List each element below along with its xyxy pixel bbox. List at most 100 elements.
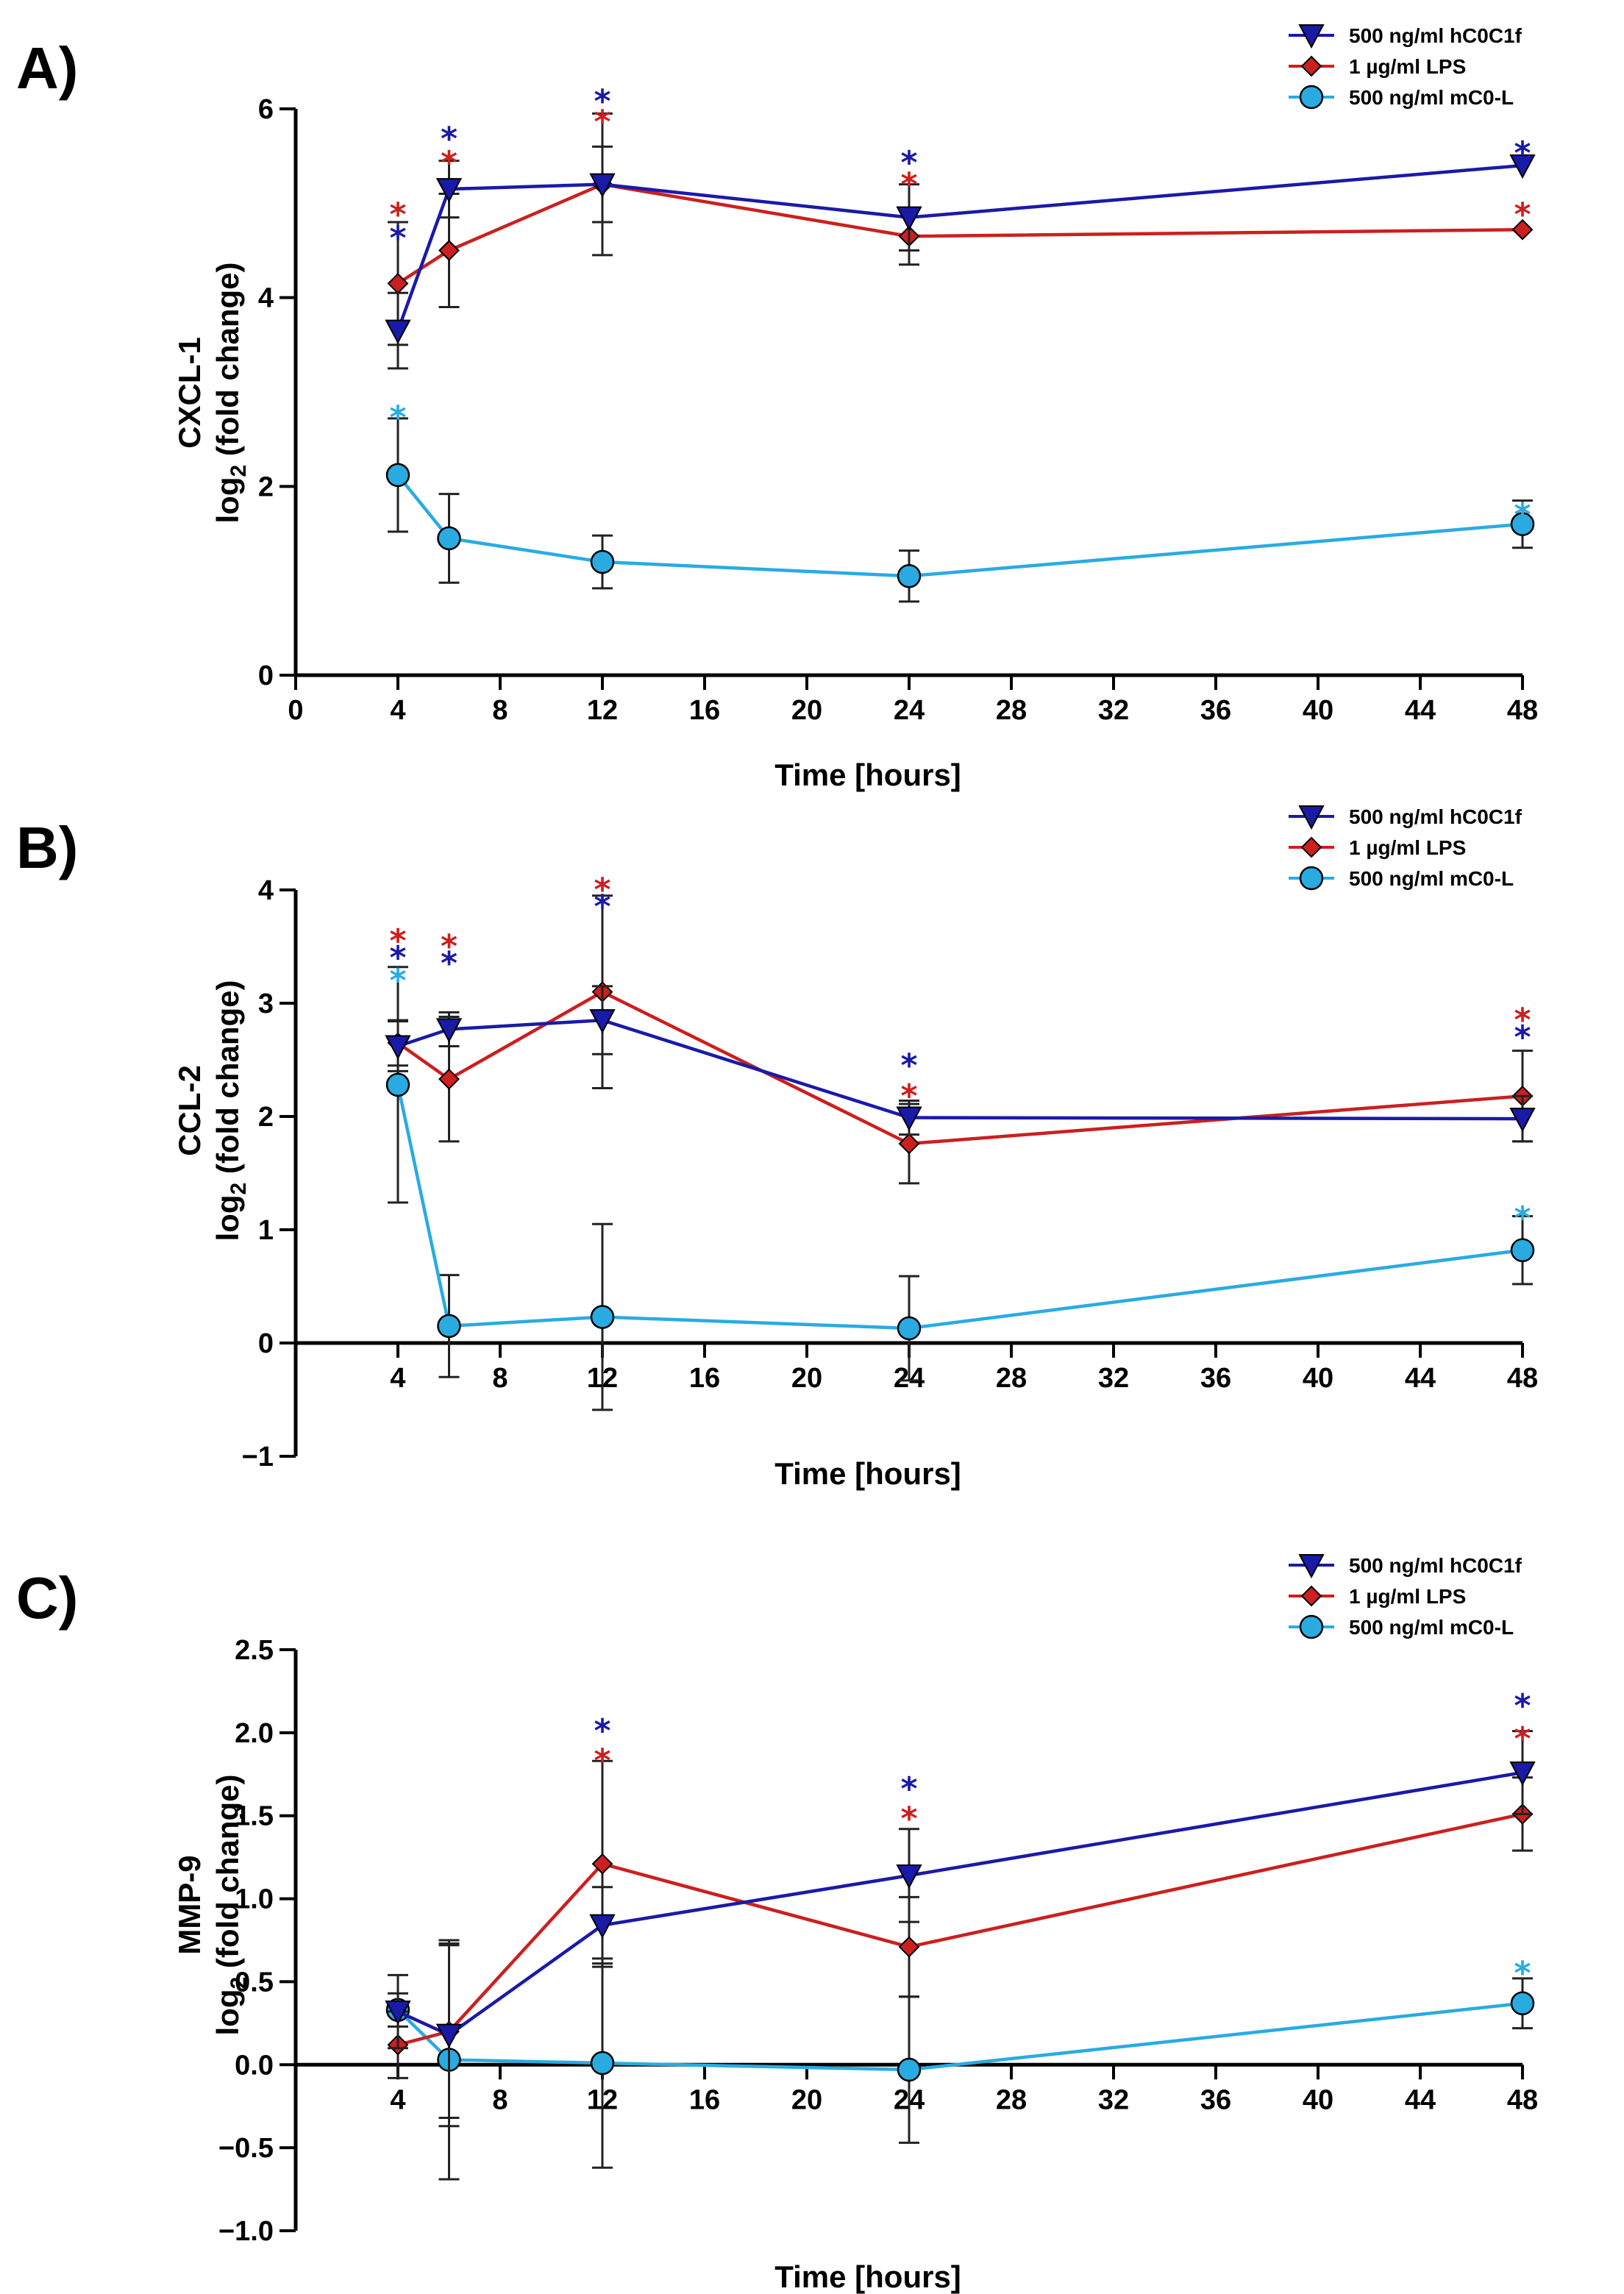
panel2-y-tick-label: 1 [258, 1215, 274, 1246]
panel2-y-tick-label: −1 [242, 1442, 274, 1472]
panel3-point-mC0L [590, 2051, 615, 2076]
panel1-point-hC0C1f [435, 178, 463, 203]
chart-panel-3: C)−1.0−0.50.00.51.01.52.02.54 8 12 16 20 24 28… [16, 1554, 1538, 2294]
panel3-y-tick-label: −0.5 [218, 2133, 274, 2164]
panel1-x-tick-label: 32 [1098, 695, 1129, 726]
panel2-y-title-log: log [210, 1195, 245, 1242]
panel2-significance-star: * [1514, 1019, 1531, 1056]
panel3-y-tick-label: 1.0 [235, 1884, 274, 1915]
panel2-significance-star: * [441, 945, 457, 983]
panel2-y-tick-label: 2 [258, 1102, 274, 1133]
panel2-point-mC0L [590, 1305, 615, 1329]
panel2-series-line-mC0L [396, 1084, 1523, 1331]
panel1-significance-star: * [900, 144, 917, 182]
panel3-x-tick-label: 8 [492, 2084, 508, 2115]
panel3-series-hC0C1f [385, 1730, 1536, 2128]
panel2-legend-label-hC0C1f: 500 ng/ml hC0C1f [1349, 805, 1522, 828]
panel2-significance-star: * [1514, 1200, 1531, 1237]
panel1-x-tick-label: 16 [689, 695, 720, 726]
panel2-legend-marker-mC0L [1299, 866, 1324, 891]
panel1-x-tick-label: 44 [1405, 695, 1436, 726]
panel1-legend-label-mC0L: 500 ng/ml mC0-L [1349, 86, 1514, 109]
panel3-legend: 500 ng/ml hC0C1f 1 µg/ml LPS 500 ng/ml mC0… [1289, 1554, 1522, 1639]
panel3-x-tick-label: 16 [689, 2084, 720, 2115]
panel2-x-tick-label: 36 [1200, 1363, 1231, 1394]
panel3-y-title-rest: (fold change) [210, 1775, 245, 1977]
panel1-significance-star: * [389, 399, 406, 436]
panel1-significance-star: * [441, 144, 457, 182]
panel2-significance-star: * [1514, 1002, 1531, 1039]
panel3-point-hC0C1f [1509, 1762, 1536, 1787]
panel1-significance-star: * [594, 104, 610, 141]
panel3-x-tick-label: 44 [1405, 2084, 1436, 2115]
panel1-series-line-hC0C1f [396, 163, 1523, 332]
panel3-series-line-mC0L [396, 2001, 1523, 2072]
panel1-significance-star: * [441, 121, 457, 158]
panel2-point-mC0L [1510, 1238, 1535, 1262]
panel1-x-axis-title: Time [hours] [774, 758, 961, 792]
panel2-point-hC0C1f [1509, 1108, 1536, 1133]
panel2-x-axis-title: Time [hours] [774, 1456, 961, 1491]
panel1-point-LPS [438, 240, 460, 261]
panel2-y-tick-label: 3 [258, 989, 274, 1019]
panel1-point-hC0C1f [896, 206, 922, 231]
panel2-point-mC0L [437, 1314, 461, 1339]
panel3-significance-star: * [900, 1770, 917, 1808]
panel2-x-tick-label: 32 [1098, 1363, 1129, 1394]
panel1-legend-marker-hC0C1f [1298, 24, 1325, 49]
panel1-y-tick-label: 4 [258, 283, 274, 314]
panel1-point-mC0L [590, 549, 615, 574]
panel3-x-tick-label: 28 [996, 2084, 1027, 2115]
panel2-significance-star: * [389, 962, 406, 1000]
panel1-legend-label-LPS: 1 µg/ml LPS [1349, 55, 1466, 78]
panel1-significance-star: * [389, 196, 406, 233]
panel2-series-line-LPS [396, 990, 1523, 1146]
panel1-x-tick-label: 0 [288, 695, 303, 726]
panel2-point-mC0L [385, 1072, 410, 1097]
panel2-x-tick-label: 40 [1303, 1363, 1333, 1394]
panel3-legend-label-mC0L: 500 ng/ml mC0-L [1349, 1616, 1514, 1639]
panel2-point-hC0C1f [589, 1009, 616, 1034]
panel3-y-tick-label: 2.0 [235, 1718, 274, 1749]
panel2-series-LPS [387, 894, 1534, 1185]
panel1-point-hC0C1f [385, 319, 411, 344]
panel3-significance-star: * [1514, 1954, 1531, 1992]
panel2-point-mC0L [897, 1316, 922, 1341]
panel1-significance-star: * [1514, 196, 1531, 233]
panel1-significance-star: * [1514, 135, 1531, 172]
panel1-point-hC0C1f [1509, 154, 1536, 179]
panel1-series-mC0L [385, 417, 1535, 603]
panel3-y-tick-label: 0.0 [235, 2050, 274, 2081]
panel1-x-tick-label: 12 [587, 695, 618, 726]
panel3-series-line-LPS [397, 1812, 1523, 2047]
panel1-series-LPS [387, 112, 1534, 346]
panel2-point-LPS [898, 1133, 920, 1155]
panel2-series-line-hC0C1f [397, 1018, 1523, 1121]
panel2-series-hC0C1f [385, 985, 1536, 1143]
panel2-significance-star: * [594, 888, 610, 926]
panel3-x-tick-label: 40 [1303, 2084, 1333, 2115]
panel1-series-line-LPS [396, 182, 1523, 285]
panel2-significance-star: * [389, 939, 406, 977]
panel1-significance-star: * [389, 219, 406, 257]
panel3-significance-star: * [900, 1800, 917, 1837]
panel2-x-tick-label: 28 [996, 1363, 1027, 1394]
panel1-point-mC0L [897, 564, 922, 588]
panel1-series-hC0C1f [385, 145, 1536, 370]
panel2-significance-star: * [900, 1047, 917, 1084]
panel2-legend-marker-LPS [1300, 836, 1322, 858]
panel3-point-LPS [591, 1853, 613, 1875]
panel1-y-title-log: log [210, 477, 245, 524]
panel2-y-tick-label: 0 [258, 1328, 274, 1359]
panel2-x-tick-label: 4 [390, 1363, 405, 1394]
panel3-y-tick-label: 2.5 [235, 1635, 274, 1666]
panel1-legend-marker-mC0L [1299, 85, 1324, 110]
panel2-x-tick-label: 16 [689, 1363, 720, 1394]
panel3-legend-marker-mC0L [1299, 1614, 1324, 1639]
panel2-legend-label-mC0L: 500 ng/ml mC0-L [1349, 867, 1514, 890]
panel3-y-title-line1: MMP-9 [172, 1855, 207, 1954]
panel3-y-tick-label: 0.5 [235, 1967, 274, 1998]
panel2-point-LPS [438, 1068, 460, 1090]
